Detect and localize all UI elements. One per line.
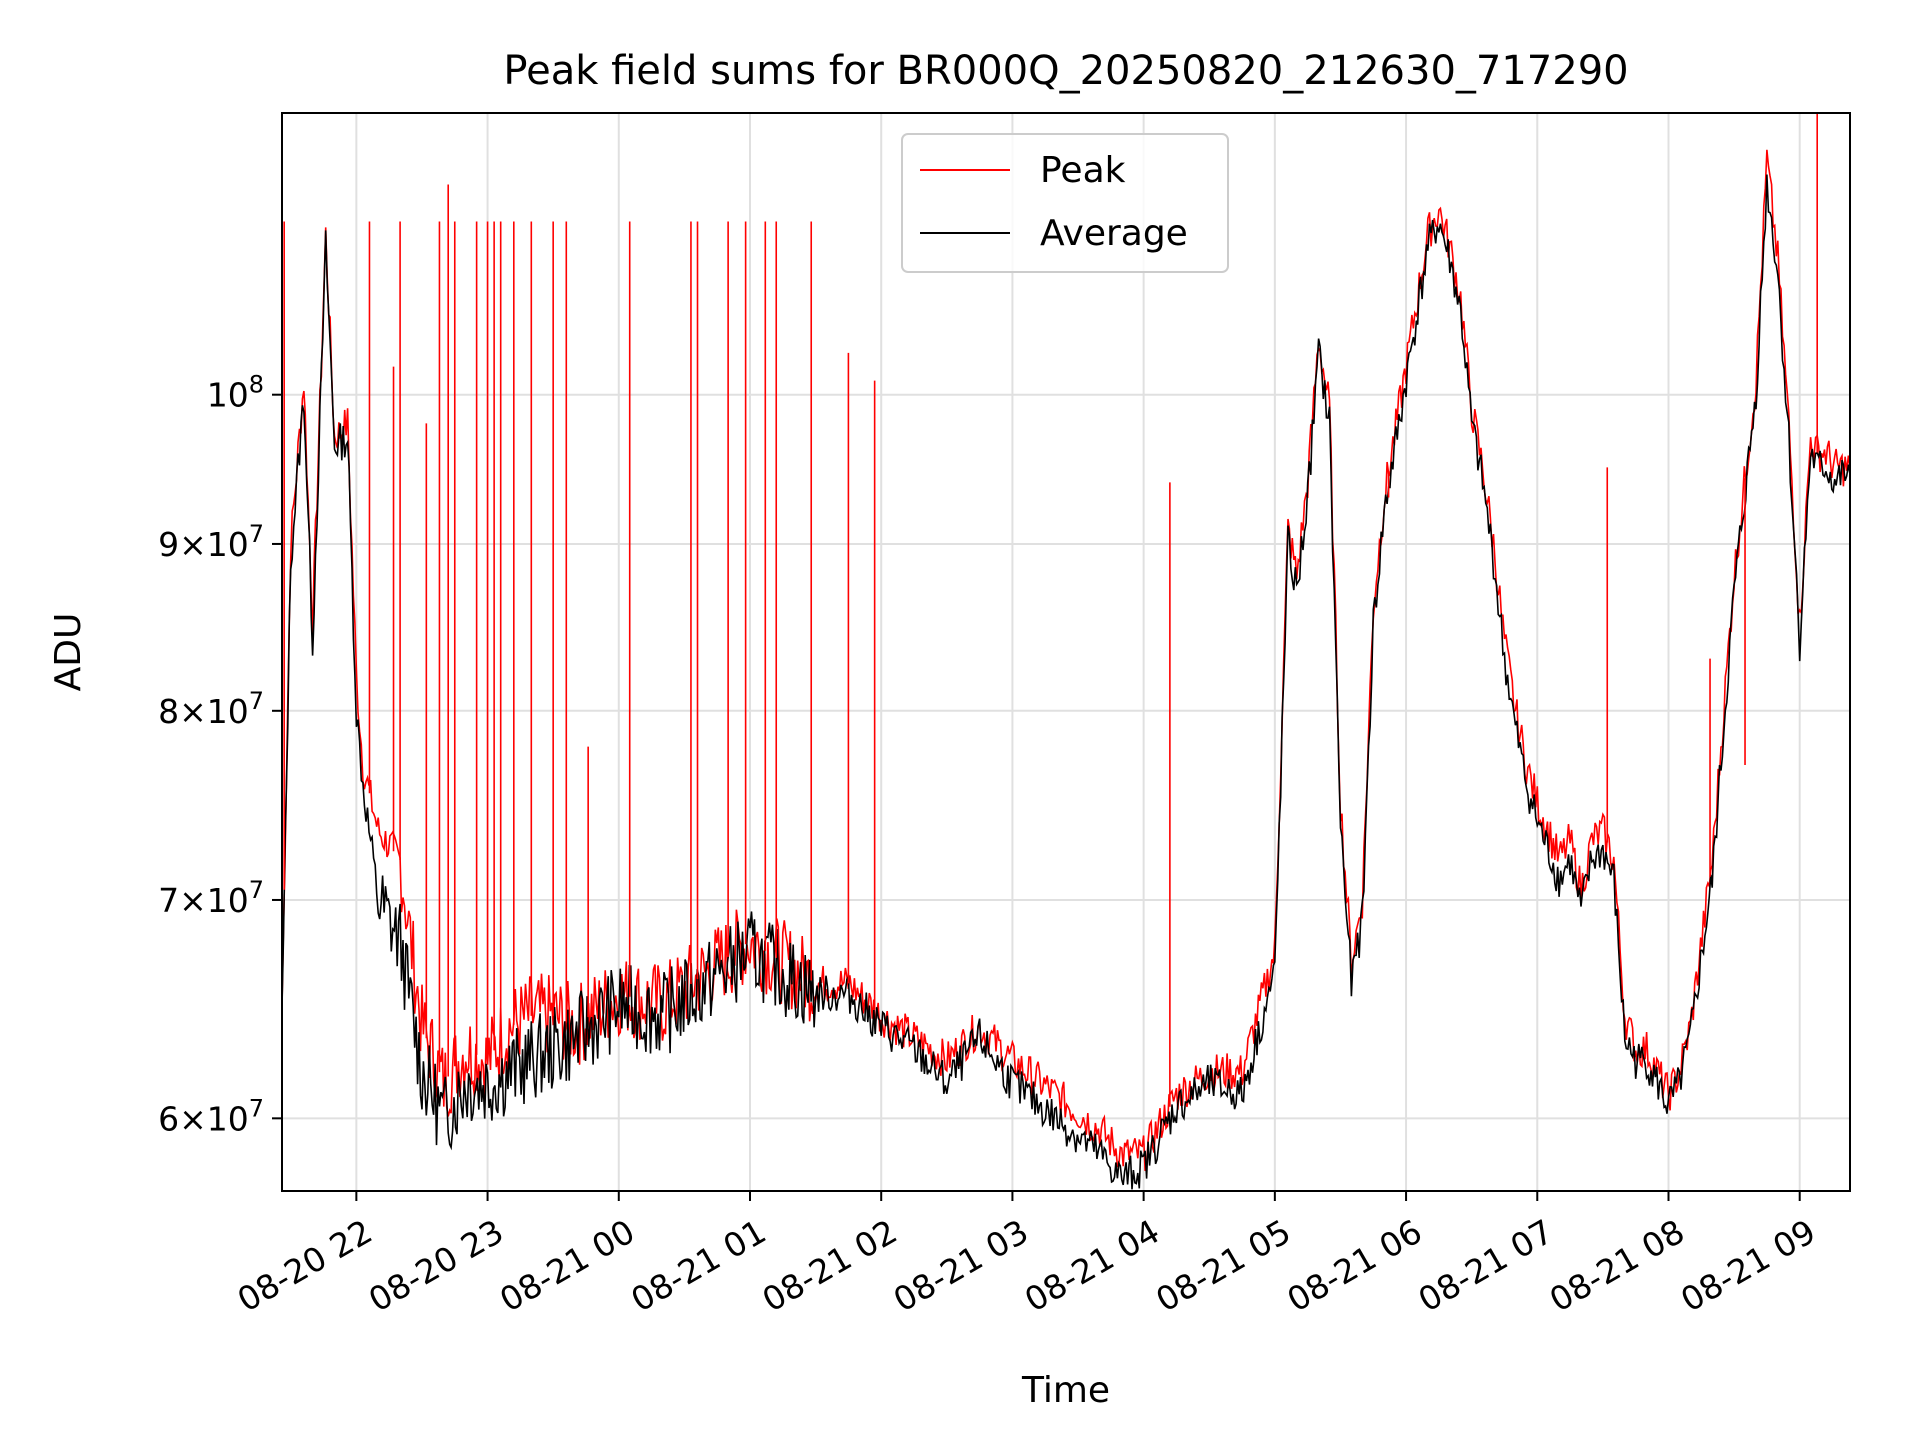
y-tick-label: 9×107 <box>158 520 264 564</box>
y-axis-label: ADU <box>48 613 89 692</box>
legend-box <box>901 133 1229 273</box>
y-tick-label: 7×107 <box>158 876 264 920</box>
chart-title: Peak field sums for BR000Q_20250820_2126… <box>503 48 1628 94</box>
y-tick-label: 6×107 <box>158 1094 264 1138</box>
y-axis-ticks: 6×107 7×107 8×107 9×107 108 <box>158 371 282 1138</box>
legend: Peak Average <box>901 133 1229 273</box>
grid-lines <box>282 113 1850 1191</box>
legend-average-label: Average <box>1040 213 1188 254</box>
plot-frame <box>281 112 1851 1192</box>
series-peak-line <box>282 149 1850 1172</box>
x-axis-label: Time <box>1021 1370 1110 1411</box>
legend-peak-label: Peak <box>1040 150 1126 191</box>
y-tick-label: 108 <box>207 371 264 415</box>
series-layer <box>282 113 1850 1190</box>
series-average-line <box>282 174 1850 1190</box>
y-tick-label: 8×107 <box>158 687 264 731</box>
